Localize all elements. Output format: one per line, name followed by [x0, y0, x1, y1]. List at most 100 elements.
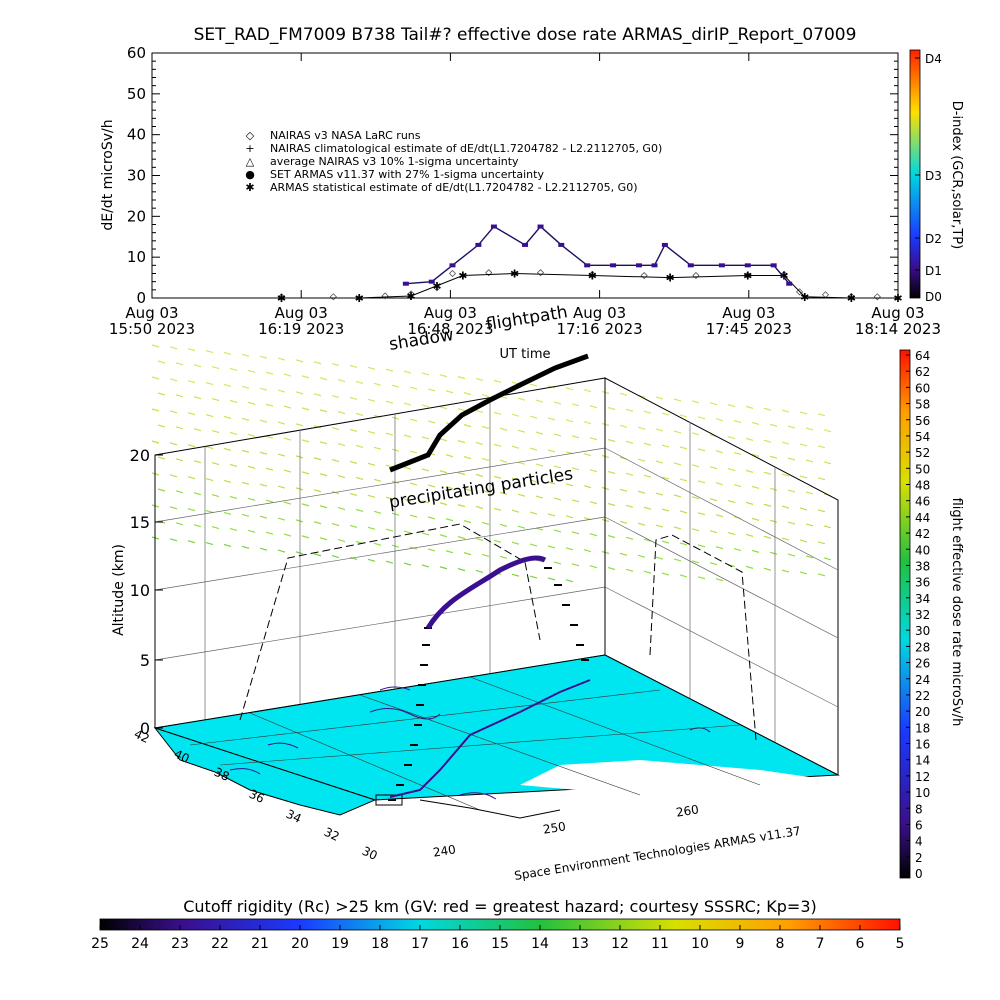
top-y-tick-label: 10	[127, 248, 146, 266]
particle-mark	[715, 450, 724, 454]
particle-mark	[193, 492, 202, 496]
cutoff-rigidity-tick-label: 14	[531, 936, 549, 952]
particle-mark	[385, 528, 394, 532]
dose-rate-tick-label: 10	[915, 786, 930, 800]
particle-mark	[709, 466, 718, 470]
particle-mark	[697, 480, 706, 484]
particle-mark	[319, 409, 328, 413]
particle-mark	[151, 408, 160, 412]
nairas-point	[744, 271, 752, 279]
particle-mark	[661, 508, 670, 512]
particle-mark	[259, 515, 268, 519]
particle-mark	[751, 517, 760, 521]
set-armas-point	[522, 242, 528, 247]
particle-mark	[259, 355, 268, 359]
particle-mark	[553, 433, 562, 437]
cutoff-rigidity-tick-label: 15	[491, 936, 509, 952]
particle-mark	[283, 501, 292, 505]
particle-mark	[355, 444, 364, 449]
particle-mark	[493, 539, 502, 543]
land-region-east	[520, 760, 830, 808]
particle-mark	[817, 541, 826, 545]
particle-mark	[571, 531, 580, 535]
particle-mark	[655, 492, 664, 496]
particle-mark	[763, 439, 772, 443]
particle-mark	[331, 363, 340, 367]
precipitating-particles-annotation: precipitating particles	[388, 464, 575, 513]
particle-mark	[223, 447, 232, 452]
particle-mark	[571, 499, 580, 503]
particle-mark	[691, 432, 700, 436]
particle-mark	[205, 414, 214, 418]
particle-mark	[223, 511, 232, 516]
legend-symbol: +	[245, 142, 254, 155]
top-y-tick-label: 30	[127, 167, 146, 185]
particle-mark	[769, 423, 778, 427]
particle-mark	[319, 441, 328, 445]
particle-mark	[211, 494, 220, 498]
cutoff-rigidity-tick-label: 16	[451, 936, 469, 952]
set-armas-point	[558, 242, 565, 247]
top-y-axis-label: dE/dt microSv/h	[100, 119, 116, 230]
d-index-tick-label: D4	[925, 52, 942, 66]
particle-mark	[457, 408, 466, 412]
particle-mark	[763, 567, 772, 571]
particle-mark	[439, 534, 448, 538]
particle-mark	[319, 505, 328, 509]
particle-mark	[223, 543, 232, 548]
particle-mark	[781, 505, 790, 509]
particle-mark	[265, 435, 274, 439]
particle-mark	[349, 396, 358, 401]
particle-mark	[565, 515, 574, 519]
particle-mark	[295, 391, 304, 395]
right-wall-grid	[604, 422, 839, 743]
particle-mark	[241, 513, 250, 517]
origin-airport-marker	[375, 794, 403, 806]
longitude-tick-label: 240	[432, 842, 457, 859]
particle-mark	[169, 410, 178, 414]
particle-mark	[727, 435, 736, 440]
top-y-tick-label: 50	[127, 85, 146, 103]
chart-title: SET_RAD_FM7009 B738 Tail#? effective dos…	[194, 25, 857, 45]
particle-mark	[211, 366, 220, 370]
particle-mark	[481, 521, 490, 526]
particle-mark	[817, 477, 826, 481]
particle-mark	[499, 555, 508, 559]
particle-mark	[241, 385, 250, 389]
particle-mark	[385, 368, 394, 372]
particle-mark	[481, 457, 490, 462]
top-legend: ◇ NAIRAS v3 NASA LaRC runs + NAIRAS climato…	[245, 129, 662, 194]
particle-mark	[805, 459, 814, 463]
flightpath-top-projection	[389, 353, 589, 473]
altitude-3d-chart: shadow flightpath precipitating particle…	[111, 302, 964, 883]
particle-mark	[241, 481, 250, 485]
set-armas-point	[537, 224, 544, 229]
particle-mark	[445, 550, 454, 554]
particle-mark	[625, 408, 634, 412]
particle-mark	[157, 424, 166, 428]
particle-mark	[673, 494, 682, 498]
particle-mark	[655, 396, 664, 400]
particle-mark	[355, 476, 364, 481]
particle-mark	[151, 344, 160, 348]
particle-mark	[625, 504, 634, 508]
cutoff-rigidity-label: Cutoff rigidity (Rc) >25 km (GV: red = g…	[183, 897, 817, 916]
particle-mark	[277, 517, 286, 521]
particle-mark	[607, 470, 616, 475]
particle-mark	[187, 412, 196, 416]
dose-rate-tick-label: 44	[915, 511, 930, 525]
longitude-tick-label: 250	[542, 819, 567, 836]
dose-rate-tick-label: 0	[915, 867, 923, 881]
dose-rate-tick-label: 2	[915, 851, 923, 865]
particle-mark	[817, 509, 826, 513]
particle-mark	[799, 475, 808, 479]
particle-mark	[283, 469, 292, 473]
particle-mark	[655, 524, 664, 528]
cutoff-rigidity-tick-label: 21	[251, 936, 269, 952]
particle-mark	[439, 374, 448, 378]
particle-mark	[565, 419, 574, 423]
particle-mark	[223, 479, 232, 484]
particle-mark	[661, 476, 670, 480]
set-armas-point	[718, 263, 725, 268]
particle-mark	[337, 539, 346, 543]
